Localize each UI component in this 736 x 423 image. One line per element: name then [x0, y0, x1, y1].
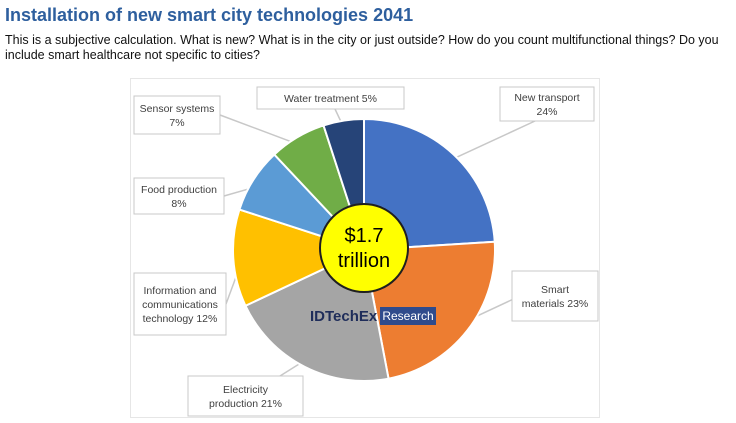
data-label-sensor-systems: Sensor systems 7% [133, 95, 221, 135]
data-label-text: 8% [171, 198, 186, 210]
data-label-box [499, 86, 595, 122]
pie-chart-svg: New transport 24% Smart materials 23% Electr… [130, 78, 600, 418]
data-label-box [187, 375, 304, 417]
callout-line-new-transport [446, 120, 536, 163]
page-subtitle: This is a subjective calculation. What i… [5, 33, 719, 62]
pie-chart: New transport 24% Smart materials 23% Electr… [130, 78, 600, 418]
data-label-text: Sensor systems [140, 103, 215, 115]
callout-labels: New transport 24% Smart materials 23% Electr… [133, 86, 599, 417]
data-label-box [511, 270, 599, 322]
data-label-text: Food production [141, 184, 217, 196]
logo-tag-bg [380, 307, 436, 325]
center-value: $1.7 [345, 225, 384, 247]
data-label-text: communications [142, 299, 218, 311]
data-label-box [133, 95, 221, 135]
data-label-box [133, 177, 225, 215]
data-label-text: 7% [169, 117, 184, 129]
data-label-electricity-production: Electricity production 21% [187, 375, 304, 417]
page-title: Installation of new smart city technolog… [5, 5, 414, 25]
data-label-text: Smart [541, 284, 569, 296]
data-label-box [256, 86, 405, 110]
callout-line-sensor-systems [219, 114, 303, 147]
data-label-box [133, 272, 227, 336]
data-label-text: Water treatment 5% [284, 93, 377, 105]
data-label-text: Electricity [223, 384, 269, 396]
data-label-text: production 21% [209, 398, 282, 410]
data-label-text: New transport [514, 92, 579, 104]
data-label-text: 24% [536, 106, 557, 118]
center-circle [319, 203, 409, 293]
idtechex-logo: IDTechEx Research [310, 307, 436, 325]
pie-slice-information-and-communications-technology[interactable] [232, 208, 367, 308]
data-label-text: materials 23% [522, 298, 589, 310]
data-label-food-production: Food production 8% [133, 177, 225, 215]
data-label-smart-materials: Smart materials 23% [511, 270, 599, 322]
data-label-text: Information and [144, 285, 217, 297]
data-label-information-and-communications-technology: Information and communications technology … [133, 272, 227, 336]
data-label-new-transport: New transport 24% [499, 86, 595, 122]
center-total-badge: $1.7 trillion [319, 203, 409, 293]
data-label-water-treatment: Water treatment 5% [256, 86, 405, 110]
logo-brand: IDTechEx [310, 308, 378, 325]
data-label-text: technology 12% [143, 313, 218, 325]
logo-tag: Research [382, 309, 433, 323]
center-unit: trillion [338, 250, 390, 272]
